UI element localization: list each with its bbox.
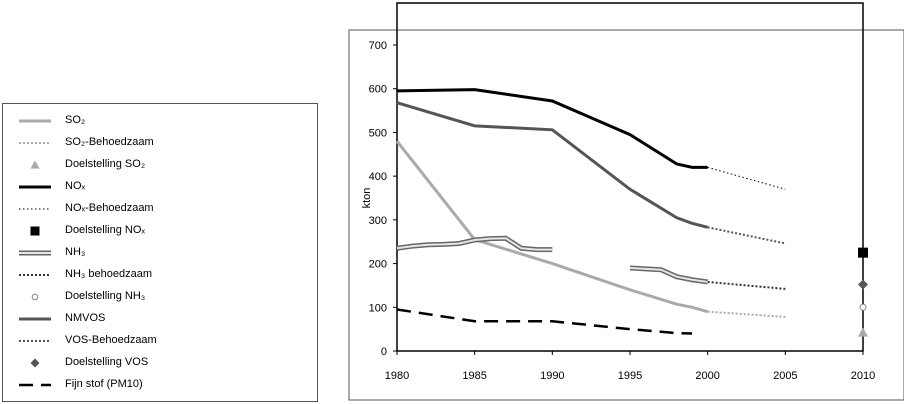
y-tick-label: 300 (369, 215, 387, 227)
plot-area: 0 100 200 300 400 500 600 700 1980 1985 1990 1995 20… (361, 2, 875, 382)
y-tick-label: 500 (369, 127, 387, 139)
x-tick-label: 2000 (695, 370, 719, 382)
x-tick-label: 1985 (462, 370, 486, 382)
y-axis-title: kton (361, 188, 373, 209)
legend: SO₂ SO₂-Behoedzaam Doelstelling SO₂ NOₓ NOₓ-… (2, 103, 318, 402)
legend-swatch (19, 119, 51, 123)
legend-label: SO₂ (65, 114, 86, 126)
legend-swatch (19, 340, 51, 342)
legend-label: Doelstelling NH₃ (65, 290, 146, 302)
series-8-point (859, 303, 867, 311)
legend-swatch (19, 208, 51, 210)
outer-chart-frame (348, 29, 904, 401)
legend-label: Doelstelling SO₂ (65, 158, 146, 170)
legend-item: NH₃ behoedzaam (3, 266, 317, 284)
legend-item: Doelstelling NH₃ (3, 288, 317, 306)
y-tick-label: 200 (369, 259, 387, 271)
legend-item: VOS-Behoedzaam (3, 332, 317, 350)
legend-swatch (30, 358, 40, 368)
series-12-line (396, 308, 693, 335)
legend-item: NH₃ (3, 244, 317, 262)
x-tick-label: 1980 (385, 370, 409, 382)
legend-swatch (19, 142, 51, 144)
y-tick-label: 100 (369, 302, 387, 314)
series-4-line (707, 166, 786, 190)
x-tick-label: 2005 (773, 370, 797, 382)
legend-item: Doelstelling NOₓ (3, 222, 317, 240)
series-5-point (858, 247, 868, 258)
plot-frame (396, 2, 864, 352)
legend-label: NOₓ (65, 180, 86, 192)
series-7-line (707, 280, 786, 290)
legend-swatch (30, 160, 40, 169)
legend-swatch (31, 293, 39, 301)
x-tick-label: 1990 (540, 370, 564, 382)
legend-label: Doelstelling NOₓ (65, 224, 146, 236)
x-tick-label: 2010 (851, 370, 875, 382)
legend-swatch (19, 185, 51, 189)
y-tick-label: 400 (369, 171, 387, 183)
y-tick-label: 0 (381, 346, 387, 358)
legend-swatch (19, 317, 51, 321)
legend-item: NOₓ-Behoedzaam (3, 200, 317, 218)
legend-item: NMVOS (3, 310, 317, 328)
legend-label: Fijn stof (PM10) (65, 378, 143, 390)
legend-item: Fijn stof (PM10) (3, 376, 317, 394)
x-tick-label: 1995 (618, 370, 642, 382)
legend-item: SO₂ (3, 112, 317, 130)
legend-item: Doelstelling SO₂ (3, 156, 317, 174)
series-6-line-inner (396, 237, 553, 251)
legend-label: Doelstelling VOS (65, 356, 149, 368)
legend-label: NOₓ-Behoedzaam (65, 202, 154, 214)
legend-label: VOS-Behoedzaam (65, 334, 157, 346)
legend-label: SO₂-Behoedzaam (65, 136, 154, 148)
series-3-line (396, 88, 708, 169)
legend-label: NMVOS (65, 312, 106, 324)
legend-swatch (30, 226, 40, 236)
legend-item: NOₓ (3, 178, 317, 196)
series-2-point (858, 327, 868, 337)
series-11-point (858, 279, 868, 290)
legend-swatch (19, 250, 51, 256)
series-6-line-inner (629, 266, 708, 283)
legend-swatch (19, 274, 51, 276)
legend-label: NH₃ behoedzaam (65, 268, 153, 280)
legend-item: Doelstelling VOS (3, 354, 317, 372)
y-tick-label: 700 (369, 40, 387, 52)
series-9-line (396, 101, 709, 229)
legend-swatch (19, 383, 51, 387)
legend-label: NH₃ (65, 246, 86, 258)
series-1-line (707, 310, 786, 318)
series-0-line (395, 140, 709, 314)
y-tick-label: 600 (369, 84, 387, 96)
series-10-line (707, 226, 786, 245)
legend-item: SO₂-Behoedzaam (3, 134, 317, 152)
